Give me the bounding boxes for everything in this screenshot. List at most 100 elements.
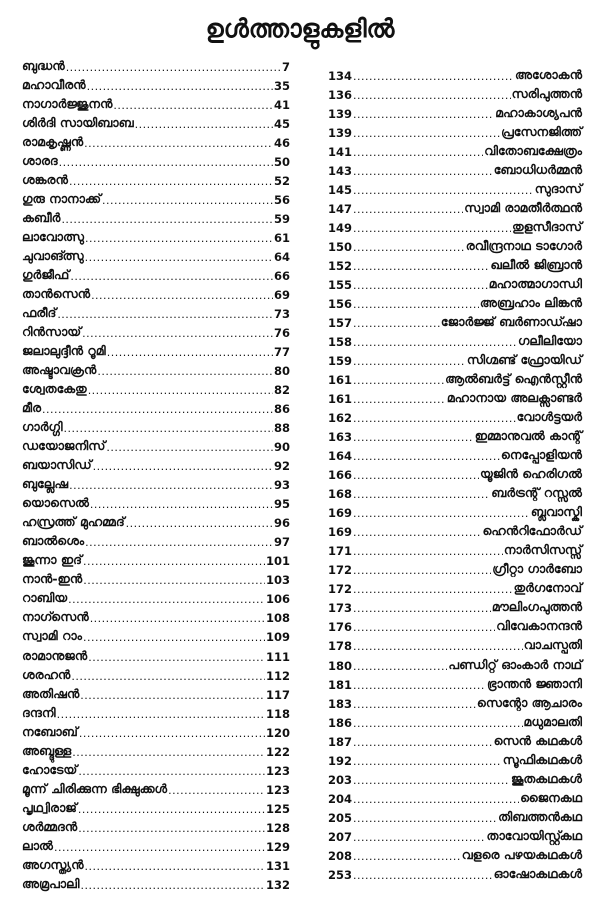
page-number: 169 <box>328 525 353 540</box>
entry-title: ബുദ്ധൻ <box>22 58 65 74</box>
dot-leader <box>353 88 511 102</box>
page-number: 93 <box>273 478 290 493</box>
entry-title: സരിപുത്തൻ <box>511 86 582 102</box>
dot-leader <box>353 659 447 673</box>
page-number: 41 <box>273 98 290 113</box>
page-number: 143 <box>328 164 353 179</box>
entry-title: റാബിയ <box>22 590 68 606</box>
toc-entry: 187 സെൻ കഥകൾ <box>328 730 582 749</box>
page-number: 158 <box>328 335 353 350</box>
toc-entry: 157 ജോർജ്ജ് ബർണാഡ്ഷാ <box>328 311 582 330</box>
entry-title: ശരഹൻ <box>22 666 71 682</box>
page-number: 7 <box>281 60 290 75</box>
dot-leader <box>353 316 440 330</box>
toc-entry: ബുല്ലേഷ 93 <box>22 473 290 492</box>
entry-title: തുർഗനോവ് <box>513 580 582 596</box>
toc-entry: അഗസ്ത്യൻ 131 <box>22 854 290 873</box>
toc-entry: റാബിയ 106 <box>22 587 290 606</box>
dot-leader <box>353 202 463 216</box>
page-number: 90 <box>273 440 290 455</box>
entry-title: ഭ്രാന്തൻ ജ്ഞാനി <box>487 675 582 691</box>
page-number: 69 <box>273 288 290 303</box>
page-number: 35 <box>273 79 290 94</box>
entry-title: ഗലീലിയോ <box>518 333 582 349</box>
entry-title: പൃഥ്വിരാജ് <box>22 799 77 815</box>
entry-title: ബയാസിഡ് <box>22 457 92 473</box>
toc-entry: 253 ഓഷോകഥകൾ <box>328 863 582 882</box>
toc-entry: ലാൽ 129 <box>22 835 290 854</box>
page-number: 139 <box>328 107 353 122</box>
page-number: 176 <box>328 620 353 635</box>
entry-title: ജൂതകഥകൾ <box>510 770 582 786</box>
toc-entry: 155 മഹാത്മാഗാന്ധി <box>328 273 582 292</box>
dot-leader <box>69 174 273 188</box>
entry-title: ബുല്ലേഷ <box>22 476 69 492</box>
dot-leader <box>353 297 479 311</box>
toc-entry: 158 ഗലീലിയോ <box>328 330 582 349</box>
page-number: 169 <box>328 506 353 521</box>
entry-title: ശിർദി സായിബാബ <box>22 115 134 131</box>
page-number: 141 <box>328 145 353 160</box>
dot-leader <box>353 164 493 178</box>
toc-entry: മഹാവീരൻ 35 <box>22 74 290 93</box>
page-number: 123 <box>265 782 290 797</box>
toc-entry: പൃഥ്വിരാജ് 125 <box>22 797 290 816</box>
toc-entry: ദന്ദനി 118 <box>22 702 290 721</box>
dot-leader <box>353 639 523 653</box>
page-number: 164 <box>328 449 353 464</box>
dot-leader <box>353 278 488 292</box>
page-number: 150 <box>328 240 353 255</box>
entry-title: മൂന്ന് ചിരിക്കുന്ന ഭിക്ഷുക്കൾ <box>22 780 168 796</box>
dot-leader <box>353 868 493 882</box>
entry-title: ജൂന്നാ ഇദ് <box>22 552 82 568</box>
dot-leader <box>353 107 494 121</box>
entry-title: കബീർ <box>22 210 61 226</box>
page-number: 159 <box>328 354 353 369</box>
page-number: 76 <box>273 326 290 341</box>
page-number: 97 <box>273 535 290 550</box>
entry-title: ബോധിധർമ്മൻ <box>493 162 582 178</box>
entry-title: ശർമ്മദൻ <box>22 818 78 834</box>
page-number: 66 <box>273 269 290 284</box>
page-number: 207 <box>328 829 353 844</box>
page-number: 111 <box>265 649 290 664</box>
toc-entry: 161 ആൽബർട്ട് ഐൻസ്റ്റീൻ <box>328 368 582 387</box>
page-number: 109 <box>265 630 290 645</box>
entry-title: മഹാനായ അലക്സാണ്ടർ <box>446 390 582 406</box>
entry-title: വിതോബക്ഷേത്രം <box>484 143 582 159</box>
page-title: ഉൾത്താളുകളിൽ <box>205 14 395 43</box>
dot-leader <box>85 231 273 245</box>
page-number: 186 <box>328 715 353 730</box>
dot-leader <box>353 69 514 83</box>
dot-leader <box>353 259 489 273</box>
entry-title: മഹാകാശ്യപൻ <box>495 105 582 121</box>
page-number: 253 <box>328 867 353 882</box>
toc-entry: 192 സൂഫികഥകൾ <box>328 749 582 768</box>
page-number: 120 <box>265 725 290 740</box>
entry-title: മൗലിംഗപുത്തൻ <box>491 599 582 615</box>
toc-entry: റിൻസായ് 76 <box>22 321 290 340</box>
page-number: 172 <box>328 563 353 578</box>
toc-entry: 169 ഹെൻറിഫോർഡ് <box>328 520 582 539</box>
dot-leader <box>353 430 474 444</box>
entry-title: ജലാലുദ്ദീൻ റൂമി <box>22 343 106 359</box>
page-number: 52 <box>273 174 290 189</box>
entry-title: സെൻ കഥകൾ <box>493 732 582 748</box>
dot-leader <box>93 459 273 473</box>
dot-leader <box>353 716 523 730</box>
page-number: 106 <box>265 592 290 607</box>
page-number: 163 <box>328 430 353 445</box>
entry-title: അബ്ദുള്ള <box>22 742 72 758</box>
toc-entry: ഫരീദ് 73 <box>22 302 290 321</box>
toc-entry: 141 വിതോബക്ഷേത്രം <box>328 140 582 159</box>
toc-entry: ചുവാങ്ത്സു 64 <box>22 245 290 264</box>
dot-leader <box>88 383 273 397</box>
dot-leader <box>113 98 273 112</box>
dot-leader <box>85 859 265 873</box>
entry-title: അഗസ്ത്യൻ <box>22 856 84 872</box>
entry-title: നബോബ് <box>22 723 78 739</box>
page-number: 64 <box>273 250 290 265</box>
toc-entry: ലാവോത്സു 61 <box>22 226 290 245</box>
page-number: 208 <box>328 848 353 863</box>
entry-title: നാഗാർജ്ജുനൻ <box>22 96 113 112</box>
